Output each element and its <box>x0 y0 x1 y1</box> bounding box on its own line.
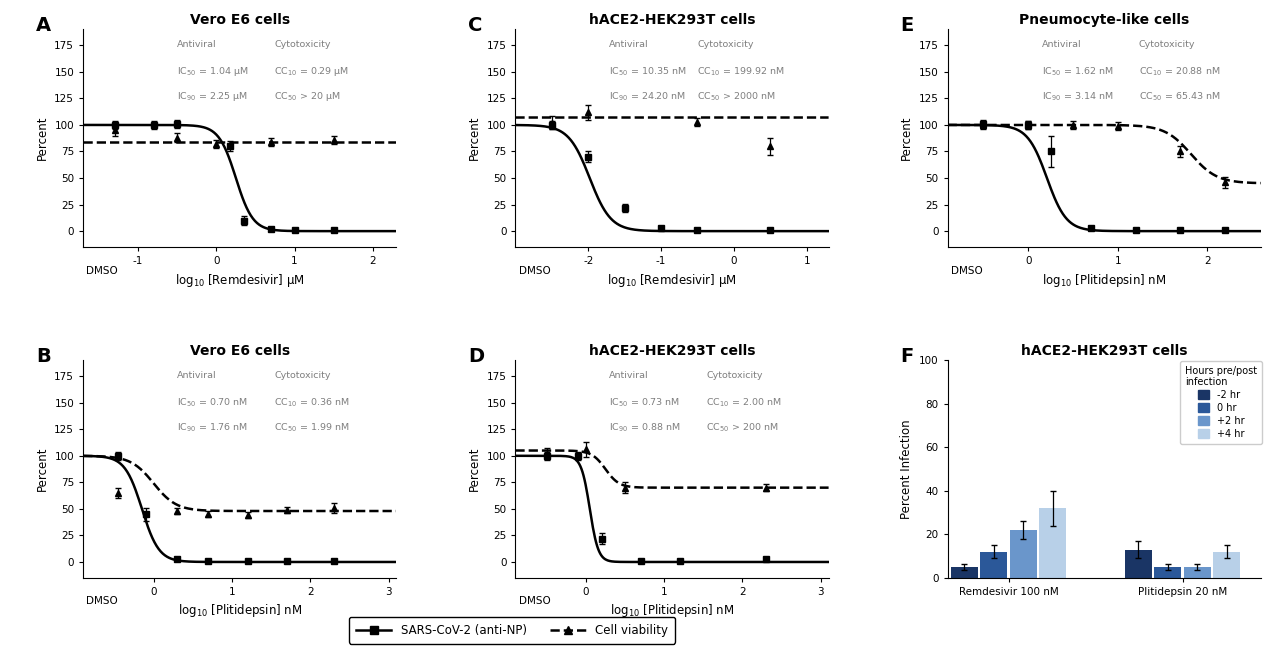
Text: CC$_{50}$ = 1.99 nM: CC$_{50}$ = 1.99 nM <box>274 421 349 434</box>
Text: Cytotoxicity: Cytotoxicity <box>274 40 330 49</box>
Y-axis label: Percent: Percent <box>468 447 481 491</box>
Text: IC$_{50}$ = 1.04 μM: IC$_{50}$ = 1.04 μM <box>177 65 248 78</box>
Text: CC$_{10}$ = 2.00 nM: CC$_{10}$ = 2.00 nM <box>707 396 782 409</box>
Text: CC$_{50}$ = 65.43 nM: CC$_{50}$ = 65.43 nM <box>1139 90 1220 103</box>
X-axis label: log$_{10}$ [Plitidepsin] nM: log$_{10}$ [Plitidepsin] nM <box>1042 272 1166 289</box>
Title: hACE2-HEK293T cells: hACE2-HEK293T cells <box>1021 343 1188 358</box>
Title: Vero E6 cells: Vero E6 cells <box>189 13 289 27</box>
Bar <box>1213 552 1240 578</box>
Text: IC$_{90}$ = 24.20 nM: IC$_{90}$ = 24.20 nM <box>609 90 686 103</box>
Text: A: A <box>36 16 51 35</box>
Text: Antiviral: Antiviral <box>177 40 216 49</box>
Text: CC$_{10}$ = 0.29 μM: CC$_{10}$ = 0.29 μM <box>274 65 349 78</box>
Bar <box>1184 567 1211 578</box>
X-axis label: log$_{10}$ [Remdesivir] μM: log$_{10}$ [Remdesivir] μM <box>175 272 305 289</box>
Text: Cytotoxicity: Cytotoxicity <box>698 40 754 49</box>
Text: IC$_{90}$ = 3.14 nM: IC$_{90}$ = 3.14 nM <box>1042 90 1114 103</box>
Text: DMSO: DMSO <box>518 596 550 607</box>
Text: Antiviral: Antiviral <box>609 40 649 49</box>
Text: IC$_{50}$ = 0.73 nM: IC$_{50}$ = 0.73 nM <box>609 396 680 409</box>
Bar <box>1010 530 1037 578</box>
Text: CC$_{10}$ = 20.88 nM: CC$_{10}$ = 20.88 nM <box>1139 65 1220 78</box>
Text: Antiviral: Antiviral <box>1042 40 1082 49</box>
Text: C: C <box>468 16 483 35</box>
Text: IC$_{50}$ = 10.35 nM: IC$_{50}$ = 10.35 nM <box>609 65 687 78</box>
Y-axis label: Percent: Percent <box>900 116 913 161</box>
Text: Cytotoxicity: Cytotoxicity <box>707 371 763 380</box>
Bar <box>1155 567 1181 578</box>
Title: Vero E6 cells: Vero E6 cells <box>189 343 289 358</box>
Text: DMSO: DMSO <box>86 266 118 276</box>
Text: IC$_{90}$ = 2.25 μM: IC$_{90}$ = 2.25 μM <box>177 90 248 103</box>
Text: IC$_{50}$ = 1.62 nM: IC$_{50}$ = 1.62 nM <box>1042 65 1114 78</box>
Text: CC$_{10}$ = 0.36 nM: CC$_{10}$ = 0.36 nM <box>274 396 349 409</box>
Title: hACE2-HEK293T cells: hACE2-HEK293T cells <box>589 13 755 27</box>
Bar <box>1039 508 1066 578</box>
Text: Cytotoxicity: Cytotoxicity <box>1139 40 1196 49</box>
Bar <box>980 552 1007 578</box>
Text: Antiviral: Antiviral <box>609 371 649 380</box>
Text: CC$_{50}$ > 2000 nM: CC$_{50}$ > 2000 nM <box>698 90 776 103</box>
Text: F: F <box>901 347 914 366</box>
Text: IC$_{90}$ = 1.76 nM: IC$_{90}$ = 1.76 nM <box>177 421 248 434</box>
Y-axis label: Percent: Percent <box>36 116 49 161</box>
Legend: -2 hr, 0 hr, +2 hr, +4 hr: -2 hr, 0 hr, +2 hr, +4 hr <box>1180 360 1262 444</box>
Bar <box>951 567 978 578</box>
Y-axis label: Percent: Percent <box>36 447 49 491</box>
Text: CC$_{50}$ > 200 nM: CC$_{50}$ > 200 nM <box>707 421 780 434</box>
Y-axis label: Percent Infection: Percent Infection <box>900 419 914 519</box>
Title: Pneumocyte-like cells: Pneumocyte-like cells <box>1019 13 1189 27</box>
X-axis label: log$_{10}$ [Plitidepsin] nM: log$_{10}$ [Plitidepsin] nM <box>178 603 302 620</box>
Text: CC$_{50}$ > 20 μM: CC$_{50}$ > 20 μM <box>274 90 340 103</box>
Text: IC$_{90}$ = 0.88 nM: IC$_{90}$ = 0.88 nM <box>609 421 681 434</box>
Text: DMSO: DMSO <box>951 266 983 276</box>
Title: hACE2-HEK293T cells: hACE2-HEK293T cells <box>589 343 755 358</box>
X-axis label: log$_{10}$ [Remdesivir] μM: log$_{10}$ [Remdesivir] μM <box>607 272 737 289</box>
Text: E: E <box>901 16 914 35</box>
Text: B: B <box>36 347 51 366</box>
Text: D: D <box>468 347 485 366</box>
Text: Cytotoxicity: Cytotoxicity <box>274 371 330 380</box>
Legend: SARS-CoV-2 (anti-NP), Cell viability: SARS-CoV-2 (anti-NP), Cell viability <box>348 616 676 644</box>
Y-axis label: Percent: Percent <box>468 116 481 161</box>
Bar <box>1125 550 1152 578</box>
X-axis label: log$_{10}$ [Plitidepsin] nM: log$_{10}$ [Plitidepsin] nM <box>609 603 735 620</box>
Text: DMSO: DMSO <box>86 596 118 607</box>
Text: DMSO: DMSO <box>518 266 550 276</box>
Text: Antiviral: Antiviral <box>177 371 216 380</box>
Text: IC$_{50}$ = 0.70 nM: IC$_{50}$ = 0.70 nM <box>177 396 248 409</box>
Text: CC$_{10}$ = 199.92 nM: CC$_{10}$ = 199.92 nM <box>698 65 785 78</box>
